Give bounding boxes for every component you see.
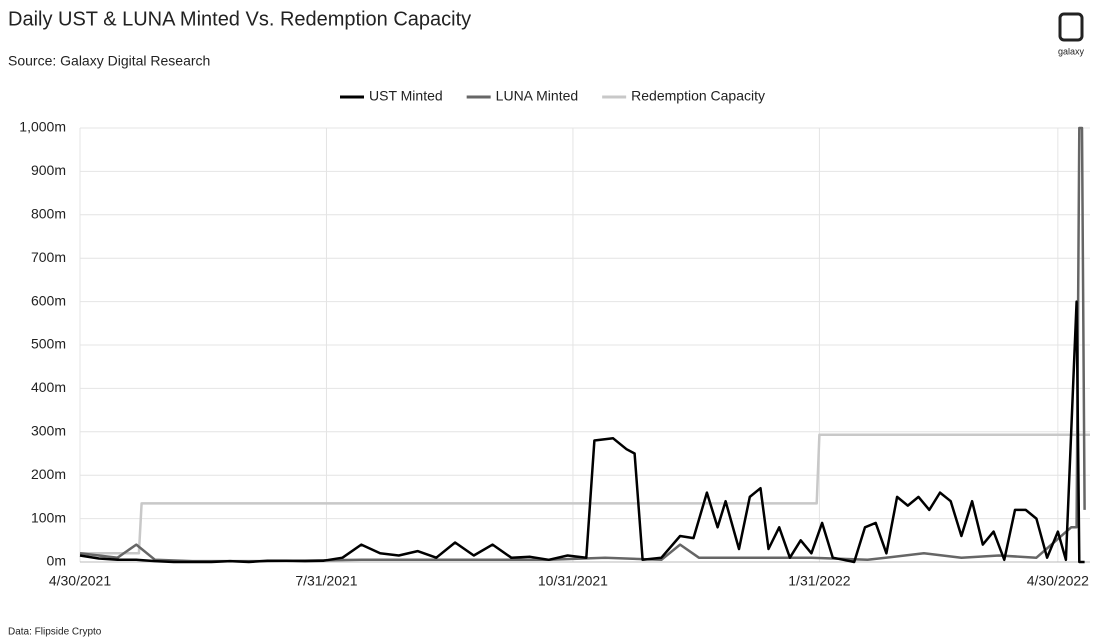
legend-label: Redemption Capacity <box>631 88 765 104</box>
chart-subtitle: Source: Galaxy Digital Research <box>8 53 210 69</box>
y-tick-label: 0m <box>47 553 66 569</box>
x-tick-label: 1/31/2022 <box>788 573 850 589</box>
chart-title: Daily UST & LUNA Minted Vs. Redemption C… <box>8 8 471 30</box>
series-line <box>80 433 1090 555</box>
y-tick-label: 100m <box>31 509 66 525</box>
y-tick-label: 1,000m <box>19 119 66 135</box>
x-tick-label: 4/30/2022 <box>1027 573 1089 589</box>
y-tick-label: 400m <box>31 379 66 395</box>
y-tick-label: 600m <box>31 292 66 308</box>
logo-text: galaxy <box>1058 46 1085 56</box>
y-tick-label: 500m <box>31 336 66 352</box>
y-tick-label: 700m <box>31 249 66 265</box>
legend-label: LUNA Minted <box>496 88 578 104</box>
x-tick-label: 7/31/2021 <box>295 573 357 589</box>
x-tick-label: 4/30/2021 <box>49 573 111 589</box>
y-tick-label: 200m <box>31 466 66 482</box>
y-tick-label: 800m <box>31 206 66 222</box>
legend: UST Minted LUNA Minted Redemption Capacity <box>340 88 765 104</box>
series-line <box>79 300 1085 564</box>
legend-label: UST Minted <box>369 88 443 104</box>
y-tick-label: 900m <box>31 162 66 178</box>
logo-mark <box>1058 12 1084 42</box>
y-tick-label: 300m <box>31 423 66 439</box>
footnote: Data: Flipside Crypto <box>8 627 102 638</box>
x-tick-label: 10/31/2021 <box>538 573 608 589</box>
